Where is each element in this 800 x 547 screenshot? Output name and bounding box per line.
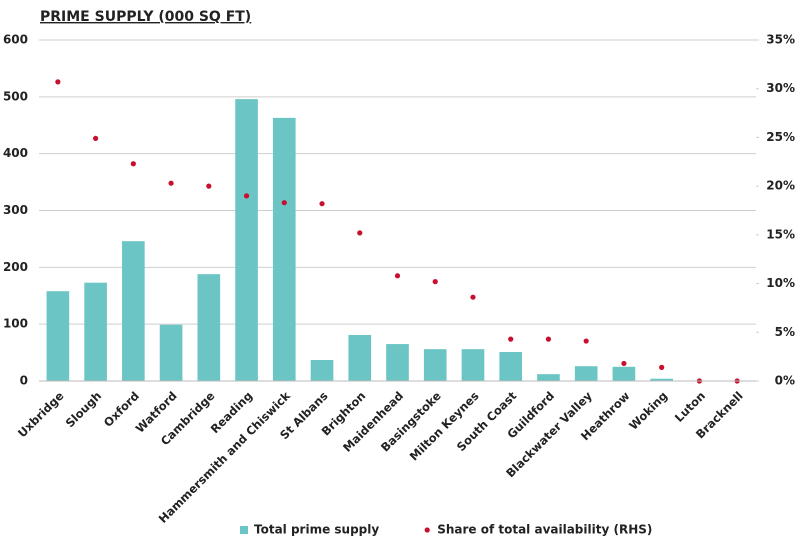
dot <box>432 279 438 285</box>
bar <box>499 352 523 381</box>
dot <box>319 201 325 207</box>
bar <box>235 99 258 382</box>
x-tick-label: Uxbridge <box>15 389 67 441</box>
dot <box>93 135 99 142</box>
y2-tick-label: 20% <box>766 179 795 193</box>
dot <box>168 180 174 186</box>
y2-tick-label: 0% <box>775 374 795 388</box>
y2-tick-label: 30% <box>766 81 795 95</box>
dot <box>470 294 476 300</box>
y2-tick-label: 25% <box>766 130 795 144</box>
bar <box>122 241 145 381</box>
y2-tick-label: 5% <box>775 325 795 339</box>
bar <box>461 349 485 381</box>
bar <box>386 344 409 381</box>
dot <box>206 183 212 189</box>
bar <box>537 374 560 381</box>
y-tick-label: 300 <box>3 203 28 217</box>
bar <box>272 117 296 381</box>
bar <box>650 378 673 381</box>
dot <box>621 360 627 367</box>
y2-tick-label: 15% <box>766 227 795 241</box>
y-tick-label: 500 <box>3 89 28 103</box>
x-tick-label: Slough <box>63 389 105 431</box>
dot <box>394 273 401 279</box>
y-tick-label: 200 <box>3 260 28 274</box>
dot <box>583 338 589 344</box>
dot <box>55 79 61 85</box>
legend-swatch <box>240 526 248 534</box>
bar <box>197 274 221 381</box>
chart-title: PRIME SUPPLY (000 SQ FT) <box>40 9 251 25</box>
y-tick-label: 400 <box>3 146 28 160</box>
legend-label: Total prime supply <box>254 523 379 537</box>
bar <box>84 282 107 381</box>
dot <box>243 193 250 199</box>
bar <box>612 366 636 381</box>
dot <box>508 336 514 342</box>
bar <box>46 291 70 381</box>
bar <box>348 334 372 381</box>
dot <box>659 364 665 370</box>
bar <box>423 349 447 381</box>
x-tick-label: Luton <box>672 389 708 425</box>
bar <box>159 324 183 381</box>
y2-tick-label: 10% <box>766 276 795 290</box>
dot <box>130 161 136 167</box>
y-tick-label: 0 <box>20 374 28 388</box>
y-tick-label: 600 <box>3 33 28 47</box>
x-tick-label: Woking <box>626 389 670 433</box>
dot <box>281 200 287 206</box>
legend-swatch <box>424 527 430 533</box>
dot <box>357 230 363 236</box>
x-tick-label: Milton Keynes <box>407 389 482 464</box>
bar <box>574 366 598 381</box>
bar <box>310 359 334 381</box>
legend-label: Share of total availability (RHS) <box>437 523 652 537</box>
dot <box>545 336 552 342</box>
y-tick-label: 100 <box>3 317 28 331</box>
y2-tick-label: 35% <box>766 33 795 47</box>
